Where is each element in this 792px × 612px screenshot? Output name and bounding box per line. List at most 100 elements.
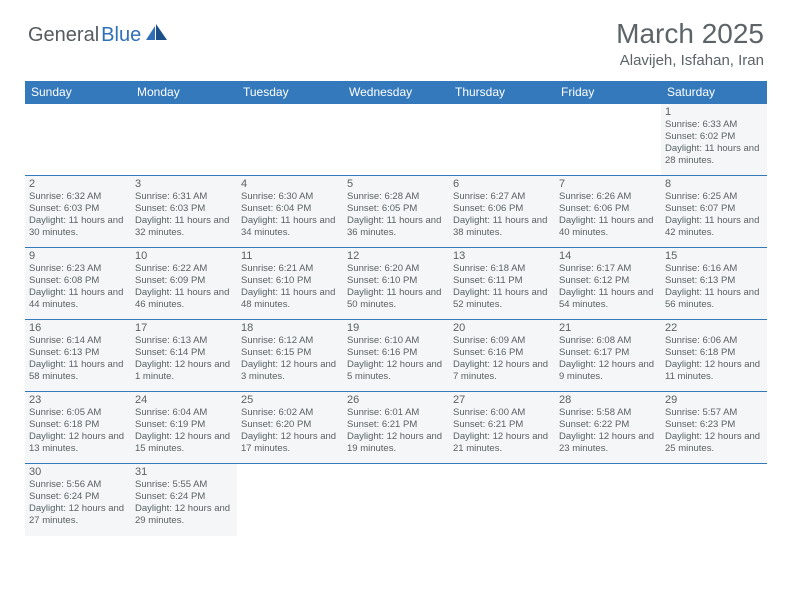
day-cell: 25Sunrise: 6:02 AMSunset: 6:20 PMDayligh… [237, 392, 343, 464]
day-number: 6 [453, 178, 551, 190]
week-row: 2Sunrise: 6:32 AMSunset: 6:03 PMDaylight… [25, 176, 767, 248]
day-cell: 31Sunrise: 5:55 AMSunset: 6:24 PMDayligh… [131, 464, 237, 536]
day-number: 23 [29, 394, 127, 406]
day-number: 11 [241, 250, 339, 262]
logo-text-general: General [28, 24, 99, 47]
day-number: 19 [347, 322, 445, 334]
day-number: 15 [665, 250, 763, 262]
logo-sail-icon [146, 24, 168, 42]
day-cell: 5Sunrise: 6:28 AMSunset: 6:05 PMDaylight… [343, 176, 449, 248]
day-info: Sunrise: 5:57 AMSunset: 6:23 PMDaylight:… [665, 407, 763, 455]
day-cell: 20Sunrise: 6:09 AMSunset: 6:16 PMDayligh… [449, 320, 555, 392]
day-cell: 12Sunrise: 6:20 AMSunset: 6:10 PMDayligh… [343, 248, 449, 320]
week-row: 30Sunrise: 5:56 AMSunset: 6:24 PMDayligh… [25, 464, 767, 536]
day-cell: 1Sunrise: 6:33 AMSunset: 6:02 PMDaylight… [661, 104, 767, 176]
day-cell: 9Sunrise: 6:23 AMSunset: 6:08 PMDaylight… [25, 248, 131, 320]
location: Alavijeh, Isfahan, Iran [616, 52, 764, 69]
day-cell: 26Sunrise: 6:01 AMSunset: 6:21 PMDayligh… [343, 392, 449, 464]
day-cell: 14Sunrise: 6:17 AMSunset: 6:12 PMDayligh… [555, 248, 661, 320]
day-cell: 3Sunrise: 6:31 AMSunset: 6:03 PMDaylight… [131, 176, 237, 248]
day-info: Sunrise: 6:02 AMSunset: 6:20 PMDaylight:… [241, 407, 339, 455]
day-info: Sunrise: 6:30 AMSunset: 6:04 PMDaylight:… [241, 191, 339, 239]
day-info: Sunrise: 6:21 AMSunset: 6:10 PMDaylight:… [241, 263, 339, 311]
day-cell: 11Sunrise: 6:21 AMSunset: 6:10 PMDayligh… [237, 248, 343, 320]
day-number: 4 [241, 178, 339, 190]
day-info: Sunrise: 6:13 AMSunset: 6:14 PMDaylight:… [135, 335, 233, 383]
day-info: Sunrise: 6:17 AMSunset: 6:12 PMDaylight:… [559, 263, 657, 311]
day-number: 29 [665, 394, 763, 406]
day-number: 10 [135, 250, 233, 262]
week-row: 16Sunrise: 6:14 AMSunset: 6:13 PMDayligh… [25, 320, 767, 392]
day-info: Sunrise: 6:22 AMSunset: 6:09 PMDaylight:… [135, 263, 233, 311]
day-cell: 21Sunrise: 6:08 AMSunset: 6:17 PMDayligh… [555, 320, 661, 392]
day-info: Sunrise: 5:55 AMSunset: 6:24 PMDaylight:… [135, 479, 233, 527]
day-info: Sunrise: 6:14 AMSunset: 6:13 PMDaylight:… [29, 335, 127, 383]
day-cell [555, 104, 661, 176]
month-title: March 2025 [616, 18, 764, 50]
day-info: Sunrise: 6:18 AMSunset: 6:11 PMDaylight:… [453, 263, 551, 311]
header: General Blue March 2025 Alavijeh, Isfaha… [0, 0, 792, 75]
day-cell [449, 464, 555, 536]
day-info: Sunrise: 6:25 AMSunset: 6:07 PMDaylight:… [665, 191, 763, 239]
day-cell: 4Sunrise: 6:30 AMSunset: 6:04 PMDaylight… [237, 176, 343, 248]
day-number: 13 [453, 250, 551, 262]
day-cell [661, 464, 767, 536]
day-info: Sunrise: 6:28 AMSunset: 6:05 PMDaylight:… [347, 191, 445, 239]
day-cell [343, 464, 449, 536]
day-info: Sunrise: 6:04 AMSunset: 6:19 PMDaylight:… [135, 407, 233, 455]
day-number: 25 [241, 394, 339, 406]
day-info: Sunrise: 6:20 AMSunset: 6:10 PMDaylight:… [347, 263, 445, 311]
day-info: Sunrise: 6:23 AMSunset: 6:08 PMDaylight:… [29, 263, 127, 311]
weekday-header: Friday [555, 81, 661, 104]
day-cell: 28Sunrise: 5:58 AMSunset: 6:22 PMDayligh… [555, 392, 661, 464]
day-cell [449, 104, 555, 176]
day-info: Sunrise: 5:56 AMSunset: 6:24 PMDaylight:… [29, 479, 127, 527]
day-number: 12 [347, 250, 445, 262]
day-cell: 30Sunrise: 5:56 AMSunset: 6:24 PMDayligh… [25, 464, 131, 536]
day-number: 8 [665, 178, 763, 190]
day-info: Sunrise: 6:09 AMSunset: 6:16 PMDaylight:… [453, 335, 551, 383]
calendar-body: 1Sunrise: 6:33 AMSunset: 6:02 PMDaylight… [25, 104, 767, 536]
day-info: Sunrise: 6:01 AMSunset: 6:21 PMDaylight:… [347, 407, 445, 455]
day-number: 26 [347, 394, 445, 406]
logo: General Blue [28, 24, 168, 47]
day-number: 17 [135, 322, 233, 334]
day-cell [25, 104, 131, 176]
day-cell: 17Sunrise: 6:13 AMSunset: 6:14 PMDayligh… [131, 320, 237, 392]
day-number: 28 [559, 394, 657, 406]
logo-text-blue: Blue [101, 24, 141, 47]
day-info: Sunrise: 5:58 AMSunset: 6:22 PMDaylight:… [559, 407, 657, 455]
day-cell [343, 104, 449, 176]
day-cell [237, 464, 343, 536]
title-block: March 2025 Alavijeh, Isfahan, Iran [616, 18, 764, 69]
weekday-header: Wednesday [343, 81, 449, 104]
day-number: 24 [135, 394, 233, 406]
day-info: Sunrise: 6:05 AMSunset: 6:18 PMDaylight:… [29, 407, 127, 455]
day-info: Sunrise: 6:27 AMSunset: 6:06 PMDaylight:… [453, 191, 551, 239]
day-info: Sunrise: 6:00 AMSunset: 6:21 PMDaylight:… [453, 407, 551, 455]
day-number: 14 [559, 250, 657, 262]
day-number: 7 [559, 178, 657, 190]
day-cell: 22Sunrise: 6:06 AMSunset: 6:18 PMDayligh… [661, 320, 767, 392]
day-info: Sunrise: 6:16 AMSunset: 6:13 PMDaylight:… [665, 263, 763, 311]
day-number: 31 [135, 466, 233, 478]
day-cell: 24Sunrise: 6:04 AMSunset: 6:19 PMDayligh… [131, 392, 237, 464]
day-info: Sunrise: 6:08 AMSunset: 6:17 PMDaylight:… [559, 335, 657, 383]
day-cell: 8Sunrise: 6:25 AMSunset: 6:07 PMDaylight… [661, 176, 767, 248]
day-cell: 2Sunrise: 6:32 AMSunset: 6:03 PMDaylight… [25, 176, 131, 248]
day-cell [237, 104, 343, 176]
day-cell: 6Sunrise: 6:27 AMSunset: 6:06 PMDaylight… [449, 176, 555, 248]
day-info: Sunrise: 6:31 AMSunset: 6:03 PMDaylight:… [135, 191, 233, 239]
day-cell: 13Sunrise: 6:18 AMSunset: 6:11 PMDayligh… [449, 248, 555, 320]
weekday-header: Saturday [661, 81, 767, 104]
day-info: Sunrise: 6:32 AMSunset: 6:03 PMDaylight:… [29, 191, 127, 239]
day-cell: 7Sunrise: 6:26 AMSunset: 6:06 PMDaylight… [555, 176, 661, 248]
day-number: 20 [453, 322, 551, 334]
day-number: 30 [29, 466, 127, 478]
day-number: 22 [665, 322, 763, 334]
calendar-table: Sunday Monday Tuesday Wednesday Thursday… [25, 81, 767, 536]
weekday-header: Tuesday [237, 81, 343, 104]
day-number: 9 [29, 250, 127, 262]
day-number: 1 [665, 106, 763, 118]
weekday-header: Monday [131, 81, 237, 104]
